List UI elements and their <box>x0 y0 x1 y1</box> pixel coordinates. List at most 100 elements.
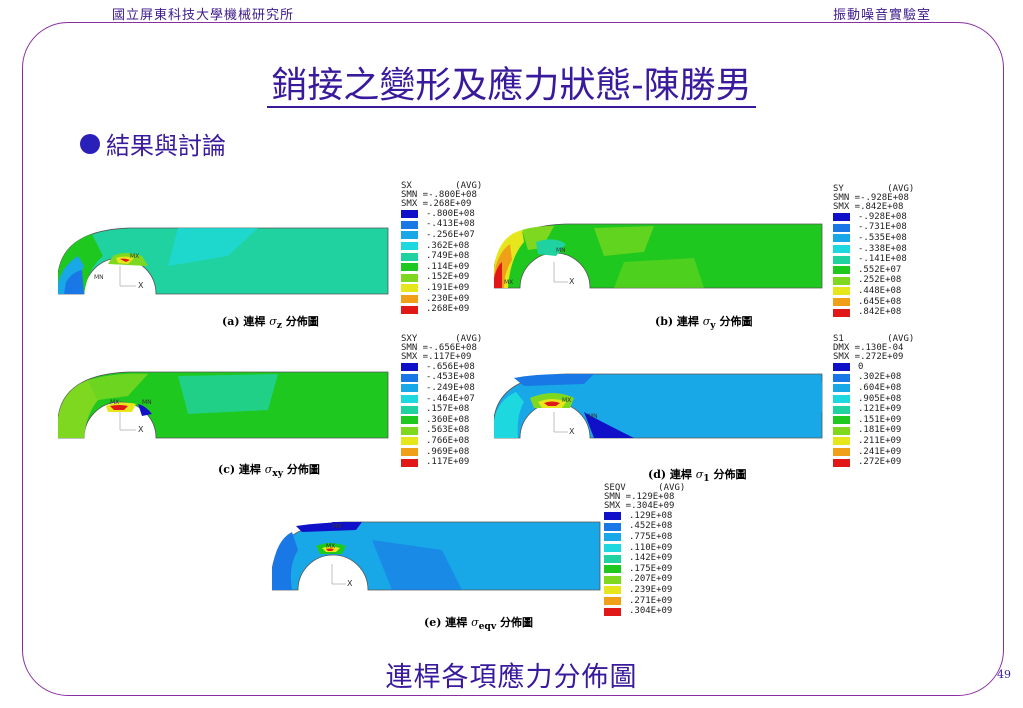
legend-swatch <box>401 395 418 404</box>
figure-caption: 連桿各項應力分佈圖 <box>385 662 638 693</box>
panel-d-tag-min: MN <box>588 413 598 420</box>
legend-header-line: SMX =.268E+09 <box>401 199 472 209</box>
slide-frame <box>22 22 1004 696</box>
legend-value: .181E+09 <box>858 425 902 436</box>
legend-value: .268E+09 <box>426 304 470 315</box>
panel-d-plot: X MX MN <box>494 373 823 439</box>
legend-swatch <box>604 533 621 542</box>
legend-value: -.535E+08 <box>858 232 907 243</box>
legend-header-line: SMN =-.928E+08 <box>833 193 909 203</box>
legend-value: .175E+09 <box>629 563 673 574</box>
legend-row: .191E+09 <box>401 283 482 294</box>
legend-value: .645E+08 <box>858 296 902 307</box>
legend-value: .239E+09 <box>629 584 673 595</box>
legend-value: .302E+08 <box>858 372 902 383</box>
legend-swatch <box>401 295 418 304</box>
legend-swatch <box>401 273 418 282</box>
legend-row: .152E+09 <box>401 273 482 284</box>
legend-row: .175E+09 <box>604 564 685 575</box>
legend-value: .129E+08 <box>629 510 673 521</box>
legend-value: .775E+08 <box>629 531 673 542</box>
legend-row: -.928E+08 <box>833 212 914 223</box>
legend-swatch <box>833 298 850 307</box>
legend-value: -.928E+08 <box>858 211 907 222</box>
panel-a-tag-min: MN <box>94 274 104 281</box>
panel-e-legend: SEQV (AVG) SMN =.129E+08 SMX =.304E+09.129… <box>604 484 685 617</box>
legend-value: .304E+09 <box>629 606 673 617</box>
legend-swatch <box>401 242 418 251</box>
legend-swatch <box>401 384 418 393</box>
legend-row: -.731E+08 <box>833 223 914 234</box>
legend-value: .252E+08 <box>858 275 902 286</box>
legend-row: -.256E+07 <box>401 230 482 241</box>
legend-swatch <box>833 255 850 264</box>
legend-value: -.338E+08 <box>858 243 907 254</box>
legend-value: -.249E+08 <box>426 382 475 393</box>
legend-value: .230E+09 <box>426 293 470 304</box>
legend-swatch <box>833 276 850 285</box>
legend-value: .842E+08 <box>858 307 902 318</box>
header-institution: 國立屏東科技大學機械研究所 <box>112 8 295 23</box>
legend-row: .842E+08 <box>833 307 914 318</box>
legend-value: 0 <box>858 361 864 372</box>
legend-row: -.338E+08 <box>833 244 914 255</box>
panel-c-label: (c) 連桿 σxy 分佈圖 <box>218 463 320 480</box>
panel-a-legend: SX (AVG) SMN =-.800E+08 SMX =.268E+09 -.800… <box>401 182 482 315</box>
legend-value: .552E+07 <box>858 264 902 275</box>
legend-value: -.413E+08 <box>426 219 475 230</box>
panel-c-tag-min: MN <box>142 399 152 406</box>
legend-swatch <box>401 210 418 219</box>
legend-swatch <box>833 213 850 222</box>
legend-row: -.141E+08 <box>833 254 914 265</box>
legend-swatch <box>833 234 850 243</box>
legend-value: .969E+08 <box>426 446 470 457</box>
legend-row: 0 <box>833 362 914 373</box>
legend-row: .117E+09 <box>401 457 482 468</box>
panel-c-legend: SXY (AVG) SMN =-.656E+08 SMX =.117E+09 -.65… <box>401 335 482 468</box>
legend-swatch <box>401 263 418 272</box>
legend-row: -.453E+08 <box>401 373 482 384</box>
legend-swatch <box>833 405 850 414</box>
legend-value: .766E+08 <box>426 435 470 446</box>
legend-value: .604E+08 <box>858 382 902 393</box>
legend-row: .302E+08 <box>833 373 914 384</box>
legend-swatch <box>833 287 850 296</box>
legend-row: .645E+08 <box>833 297 914 308</box>
legend-header-line: SMX =.842E+08 <box>833 202 904 212</box>
legend-value: -.464E+07 <box>426 393 475 404</box>
legend-value: .114E+09 <box>426 261 470 272</box>
legend-swatch <box>604 597 621 606</box>
legend-header-line: SXY (AVG) <box>401 334 483 344</box>
legend-row: .271E+09 <box>604 596 685 607</box>
panel-c-tag-max: MX <box>110 399 119 406</box>
legend-row: -.413E+08 <box>401 220 482 231</box>
legend-value: -.800E+08 <box>426 208 475 219</box>
legend-row: .181E+09 <box>833 426 914 437</box>
legend-header-line: SX (AVG) <box>401 181 483 191</box>
legend-row: .129E+08 <box>604 511 685 522</box>
legend-value: .207E+09 <box>629 574 673 585</box>
legend-swatch <box>401 373 418 382</box>
legend-swatch <box>401 220 418 229</box>
panel-d-axis-x: X <box>569 427 575 436</box>
legend-value: .117E+09 <box>426 457 470 468</box>
legend-value: .191E+09 <box>426 282 470 293</box>
legend-row: .452E+08 <box>604 522 685 533</box>
legend-value: .271E+09 <box>629 595 673 606</box>
legend-swatch <box>604 544 621 553</box>
legend-swatch <box>833 266 850 275</box>
legend-value: .905E+08 <box>858 393 902 404</box>
legend-swatch <box>833 416 850 425</box>
legend-swatch <box>833 395 850 404</box>
bullet-dot-icon <box>80 133 100 154</box>
legend-value: .110E+09 <box>629 542 673 553</box>
legend-row: .552E+07 <box>833 265 914 276</box>
legend-row: .121E+09 <box>833 404 914 415</box>
legend-value: .448E+08 <box>858 285 902 296</box>
legend-header-line: SMN =-.656E+08 <box>401 343 477 353</box>
legend-row: .448E+08 <box>833 286 914 297</box>
panel-a-axis-x: X <box>138 281 144 290</box>
legend-value: .362E+08 <box>426 240 470 251</box>
legend-swatch <box>401 405 418 414</box>
legend-swatch <box>604 565 621 574</box>
